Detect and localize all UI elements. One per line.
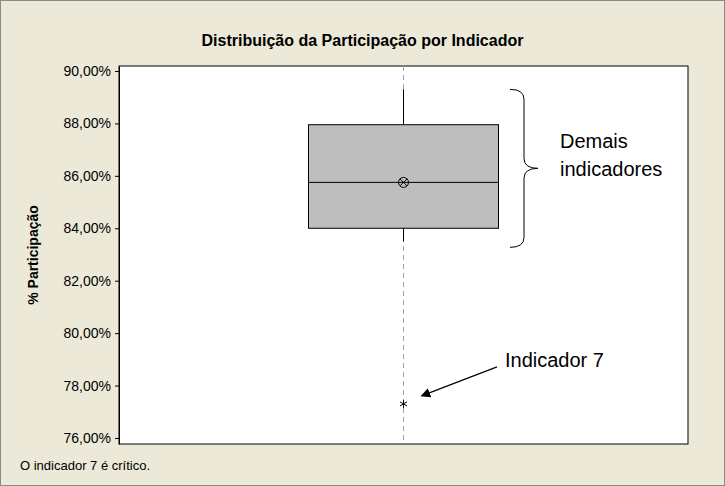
y-tick-mark: [115, 281, 119, 282]
outlier: [400, 400, 407, 408]
y-tick-label: 88,00%: [64, 115, 111, 131]
mean-circle: [399, 177, 409, 187]
reference-line: [403, 66, 404, 444]
mean-marker: [399, 177, 409, 187]
whisker-high: [403, 89, 404, 124]
mean-cross: [400, 179, 407, 186]
y-tick-mark: [115, 71, 119, 72]
y-axis: 76,00% 78,00% 80,00% 82,00% 84,00% 86,00% 88,0…: [64, 63, 120, 446]
whisker-low: [403, 228, 404, 241]
y-tick: 86,00%: [64, 168, 119, 184]
y-tick: 80,00%: [64, 325, 119, 341]
plot-frame: [119, 66, 688, 444]
annotation: Indicador 7: [505, 349, 604, 371]
y-tick: 78,00%: [64, 378, 119, 394]
y-tick-mark: [115, 228, 119, 229]
y-tick: 90,00%: [64, 63, 119, 79]
y-tick: 82,00%: [64, 273, 119, 289]
marks: [309, 66, 499, 444]
y-tick-mark: [115, 176, 119, 177]
y-tick: 76,00%: [64, 430, 119, 446]
annotation: Demaisindicadores: [560, 130, 662, 180]
annotations: Demaisindicadores Indicador 7: [422, 89, 663, 396]
y-axis-line: [119, 67, 120, 445]
y-tick-label: 76,00%: [64, 430, 111, 446]
background: [1, 1, 725, 486]
y-tick-label: 86,00%: [64, 168, 111, 184]
y-tick-label: 78,00%: [64, 378, 111, 394]
title: Distribuição da Participação por Indicad…: [202, 32, 524, 49]
y-tick: 88,00%: [64, 115, 119, 131]
y-tick-label: 80,00%: [64, 325, 111, 341]
y-tick-label: 90,00%: [64, 63, 111, 79]
y-tick-mark: [115, 333, 119, 334]
annotation-arrow: [422, 367, 498, 396]
chart-svg: 76,00% 78,00% 80,00% 82,00% 84,00% 86,00% 88,0…: [0, 0, 725, 486]
y-tick-mark: [115, 123, 119, 124]
y-tick-mark: [115, 386, 119, 387]
y-tick-mark: [115, 438, 119, 439]
y-tick-label: 84,00%: [64, 220, 111, 236]
y-tick-label: 82,00%: [64, 273, 111, 289]
brace: [510, 89, 538, 247]
outlier-asterisk: [400, 400, 407, 408]
y-axis-title: % Participação: [25, 205, 41, 305]
footnote: O indicador 7 é crítico.: [20, 458, 150, 473]
box: [309, 125, 499, 229]
y-tick: 84,00%: [64, 220, 119, 236]
